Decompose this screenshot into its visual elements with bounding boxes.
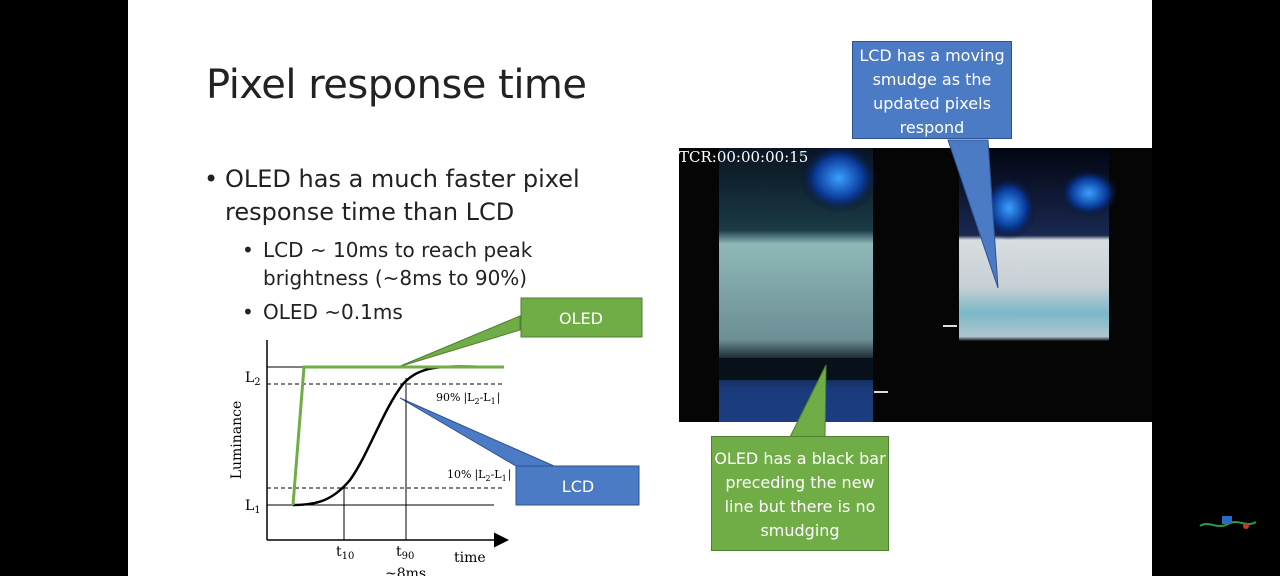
slide-title: Pixel response time xyxy=(206,62,587,108)
lcd-smudge-callout-pointer xyxy=(947,139,999,289)
timecode: TCR:00:00:00:15 xyxy=(679,148,809,166)
t90-label: t90 xyxy=(396,544,414,562)
threshold-10-label: 10% |L2-L1| xyxy=(447,468,511,483)
l1-label: L1 xyxy=(245,498,261,516)
bullet-dot: • xyxy=(204,165,219,193)
l2-label: L2 xyxy=(245,370,261,388)
video-frame: TCR:00:00:00:15 xyxy=(679,148,1152,422)
lcd-blue-glow-left xyxy=(981,176,1037,240)
bullet-dot: • xyxy=(242,300,254,324)
watermark-logo-icon xyxy=(1199,516,1257,529)
response-time-diagram: OLED LCD Luminance L2 L1 90% |L2-L1| xyxy=(229,297,643,576)
oled-bar-callout-pointer xyxy=(789,364,827,438)
bullet-text: LCD ~ 10ms to reach peak brightness (~8m… xyxy=(263,238,533,290)
video-callout-pointers xyxy=(789,139,999,438)
oled-callout-label: OLED xyxy=(559,309,603,328)
oled-black-bar xyxy=(719,358,873,380)
oled-callout-pointer xyxy=(397,315,521,368)
oled-bar-callout: OLED has a black bar preceding the new l… xyxy=(711,436,889,551)
t10-label: t10 xyxy=(336,544,354,562)
video-content xyxy=(719,148,1119,422)
oled-callout-box xyxy=(520,297,643,338)
x-axis-label: time xyxy=(454,550,486,566)
marker-tick xyxy=(943,325,957,327)
threshold-90-label: 90% |L2-L1| xyxy=(436,391,500,406)
oled-blue-glow xyxy=(799,148,879,213)
marker-tick xyxy=(874,391,888,393)
ms-label: ~8ms xyxy=(385,566,426,576)
lcd-smudge-callout: LCD has a moving smudge as the updated p… xyxy=(852,41,1012,139)
slide: Pixel response time • OLED has a much fa… xyxy=(128,0,1152,576)
lcd-smudge-callout-text: LCD has a moving smudge as the updated p… xyxy=(859,46,1005,137)
oled-bar-callout-text: OLED has a black bar preceding the new l… xyxy=(714,449,886,540)
oled-response-curve xyxy=(291,365,504,506)
lcd-callout-label: LCD xyxy=(562,477,594,496)
lcd-callout-box xyxy=(515,465,640,506)
bullet-dot: • xyxy=(242,238,254,262)
y-axis-label: Luminance xyxy=(229,401,245,480)
bullet-text: OLED has a much faster pixel response ti… xyxy=(225,165,580,226)
lcd-blue-glow-right xyxy=(1059,169,1119,217)
bullet-text: OLED ~0.1ms xyxy=(263,300,403,324)
